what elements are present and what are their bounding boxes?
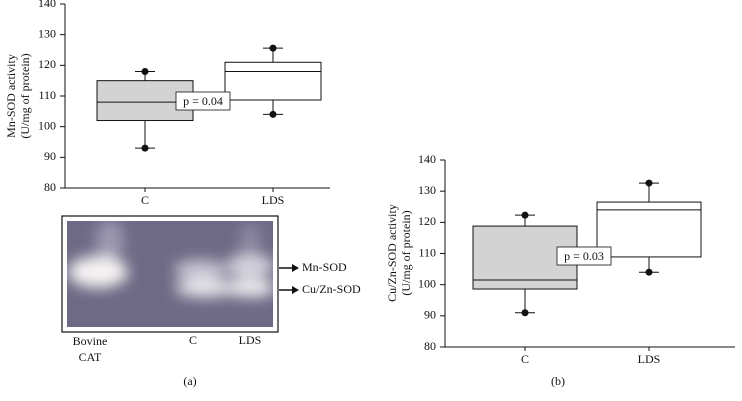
y-tick-label: 130 xyxy=(418,183,436,197)
annotation-box xyxy=(175,91,231,111)
band-label: Mn-SOD xyxy=(302,260,347,274)
y-tick-label: 90 xyxy=(44,149,56,163)
band-arrowhead xyxy=(292,264,299,272)
y-axis-label: (U/mg of protein) xyxy=(399,210,413,295)
gel: Mn-SOD Cu/Zn-SOD Bovine CAT C LDS xyxy=(61,215,361,364)
x-tick-label: LDS xyxy=(638,352,661,366)
panel-label: (a) xyxy=(183,374,196,388)
x-tick-label: LDS xyxy=(262,193,285,207)
box xyxy=(224,61,322,101)
y-tick-label: 110 xyxy=(418,245,436,259)
y-tick-label: 80 xyxy=(44,180,56,194)
y-tick-label: 120 xyxy=(38,57,56,71)
y-tick-label: 100 xyxy=(418,276,436,290)
min-point xyxy=(269,110,277,118)
box xyxy=(596,201,702,258)
y-axis-label: Mn-SOD activity xyxy=(4,54,18,138)
y-tick-label: 120 xyxy=(418,214,436,228)
lane-label: C xyxy=(189,333,197,347)
y-tick-label: 140 xyxy=(38,0,56,10)
annotation-box xyxy=(556,246,612,266)
y-axis-label: (U/mg of protein) xyxy=(18,53,32,138)
x-tick-label: C xyxy=(141,193,149,207)
annotation: p = 0.04 xyxy=(183,94,223,108)
y-tick-label: 140 xyxy=(418,152,436,166)
min-point xyxy=(645,268,653,276)
annotation: p = 0.03 xyxy=(564,249,604,263)
y-tick-label: 80 xyxy=(424,339,436,353)
y-tick-label: 130 xyxy=(38,26,56,40)
max-point xyxy=(645,179,653,187)
band-label: Cu/Zn-SOD xyxy=(302,282,361,296)
max-point xyxy=(141,67,149,75)
lane-label: Bovine CAT xyxy=(72,334,108,364)
panel-label: (b) xyxy=(551,374,565,388)
min-point xyxy=(521,309,529,317)
y-tick-label: 90 xyxy=(424,308,436,322)
y-axis-label: Cu/Zn-SOD activity xyxy=(385,204,399,302)
gel-bands xyxy=(68,221,273,297)
max-point xyxy=(269,44,277,52)
x-tick-label: C xyxy=(521,352,529,366)
min-point xyxy=(141,144,149,152)
y-tick-label: 110 xyxy=(38,88,56,102)
lane-label: LDS xyxy=(239,333,262,347)
lane-label-box: Bovine CAT xyxy=(72,334,108,364)
band-arrowhead xyxy=(292,286,299,294)
y-tick-label: 100 xyxy=(38,118,56,132)
max-point xyxy=(521,211,529,219)
